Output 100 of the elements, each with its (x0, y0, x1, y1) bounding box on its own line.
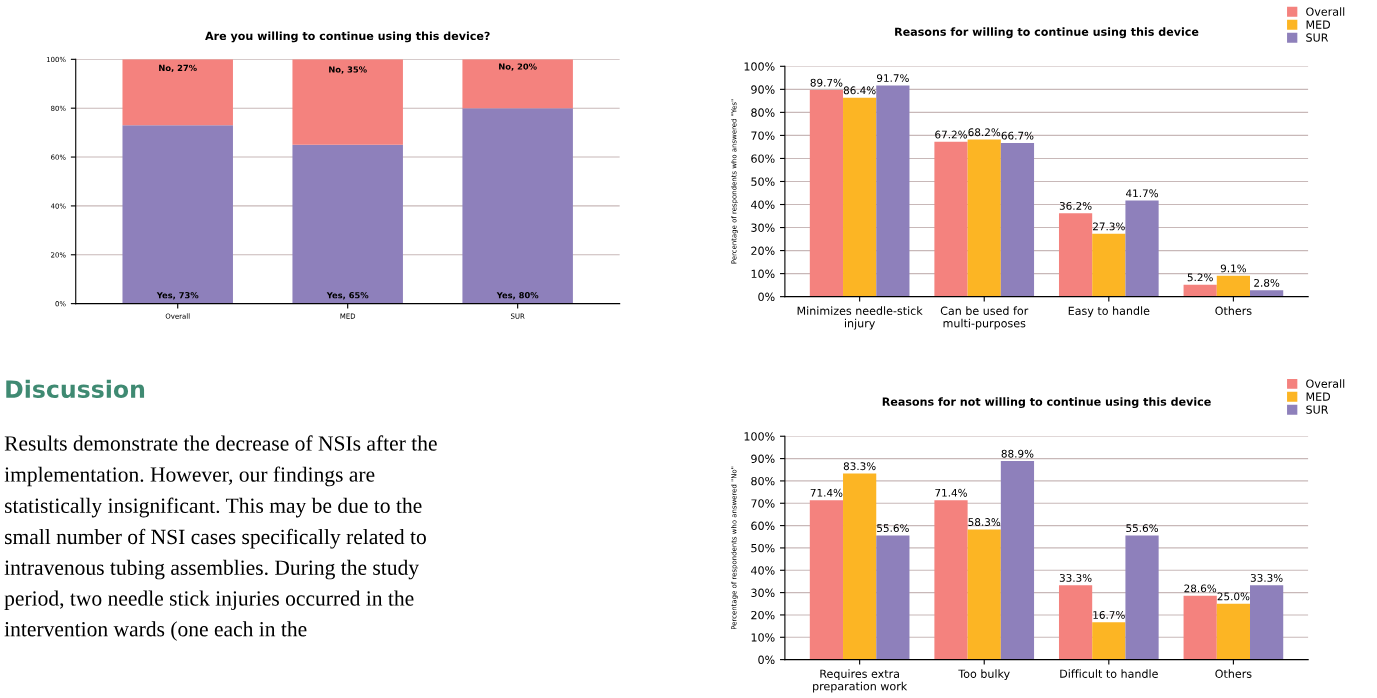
bar (292, 59, 403, 145)
bar (809, 500, 844, 660)
y-tick-label: 30% (751, 588, 775, 597)
bar (1183, 595, 1217, 660)
data-label: 71.4% (810, 488, 843, 497)
bar (1183, 284, 1217, 297)
data-label: 36.2% (1059, 201, 1092, 210)
chart-title: Reasons for willing to continue using this device (895, 27, 1199, 39)
x-tick-label: Can be used for multi-purposes (940, 306, 1029, 330)
bar (1058, 585, 1093, 660)
y-tick-label: 0% (758, 655, 775, 664)
x-tick-label: Others (1215, 306, 1252, 315)
data-label: 2.8% (1254, 278, 1280, 287)
chart-title: Reasons for not willing to continue using this device (882, 397, 1211, 409)
legend-label: Overall (1306, 379, 1345, 388)
bar (843, 97, 877, 297)
text: Results demonstrate the decrease of NSIs after the implementation. However, our findings are statistically insignificant. This may be due to the small number of NSI cases specifically related to intravenous tubing assemblies. During the study period, two needle stick injuries occurred in the intervention wards (one each in the (4, 435, 437, 641)
data-label: 91.7% (876, 74, 909, 83)
y-tick-label: 40% (751, 566, 775, 575)
y-tick-label: 90% (751, 85, 775, 94)
x-tick-label: Easy to handle (1068, 306, 1150, 318)
bar (809, 90, 844, 297)
bar (1092, 233, 1126, 297)
data-label: 89.7% (810, 78, 843, 87)
data-label: 86.4% (843, 86, 876, 95)
bar (1092, 622, 1126, 660)
data-label: 88.9% (1001, 449, 1034, 458)
y-tick-label: 100% (744, 432, 775, 441)
legend-label: Overall (1306, 7, 1345, 16)
data-label: 27.3% (1093, 222, 1125, 231)
bar (967, 529, 1001, 660)
y-tick-label: 100% (744, 62, 775, 71)
chart-title: Are you willing to continue using this device? (205, 31, 490, 43)
bar (1125, 200, 1159, 297)
y-tick-label: 60% (751, 154, 775, 163)
x-tick-label: Requires extra preparation work (813, 669, 908, 693)
data-label: 33.3% (1059, 573, 1092, 582)
data-label: 28.6% (1184, 584, 1217, 593)
y-tick-label: 70% (751, 499, 775, 508)
data-label: 9.1% (1220, 264, 1247, 273)
legend-label: SUR (1306, 33, 1329, 42)
text: Discussion (6, 379, 145, 399)
data-label: 33.3% (1250, 573, 1283, 582)
data-label: 25.0% (1217, 592, 1250, 601)
data-label: 83.3% (843, 462, 876, 471)
bar (462, 59, 573, 109)
data-label: 16.7% (1093, 611, 1125, 619)
legend-label: SUR (1306, 405, 1329, 414)
data-label: Yes, 80% (496, 292, 539, 300)
y-tick-label: 80% (751, 476, 775, 486)
bar (934, 141, 968, 297)
bar (1125, 535, 1159, 660)
y-tick-label: 50% (751, 177, 775, 186)
data-label: 71.4% (935, 488, 967, 497)
data-label: No, 35% (329, 66, 367, 74)
bar (876, 85, 910, 297)
x-tick-label: Others (1215, 669, 1252, 678)
bar (462, 108, 573, 304)
bar (876, 535, 910, 660)
bar (843, 473, 877, 660)
data-label: 68.2% (968, 128, 1001, 137)
data-label: 67.2% (935, 130, 967, 139)
bar (1000, 461, 1035, 660)
data-label: No, 20% (499, 63, 537, 71)
y-tick-label: 80% (751, 108, 775, 117)
data-label: 41.7% (1126, 189, 1159, 198)
bar (1250, 585, 1284, 660)
bar (122, 59, 233, 126)
y-tick-label: 90% (751, 454, 775, 463)
y-tick-label: 70% (751, 131, 775, 140)
y-tick-label: 20% (751, 610, 775, 620)
bar (292, 144, 403, 304)
data-label: 58.3% (968, 518, 1001, 526)
bar (1216, 275, 1251, 297)
bar (122, 125, 233, 304)
y-tick-label: 60% (751, 521, 775, 530)
data-label: 5.2% (1187, 273, 1213, 282)
data-label: 55.6% (877, 524, 909, 533)
bar (1000, 143, 1035, 297)
bar (934, 500, 968, 660)
legend-label: MED (1306, 392, 1331, 401)
y-tick-label: 30% (751, 223, 775, 232)
bar (967, 139, 1001, 297)
x-tick-label: Difficult to handle (1060, 669, 1158, 678)
data-label: Yes, 73% (156, 292, 199, 300)
data-label: 55.6% (1126, 524, 1159, 533)
y-tick-label: 20% (751, 246, 775, 255)
y-tick-label: 40% (751, 200, 775, 209)
data-label: No, 27% (159, 64, 197, 73)
x-tick-label: Too bulky (958, 669, 1010, 681)
legend-label: MED (1306, 20, 1331, 29)
bar (1250, 290, 1284, 297)
bar (1058, 213, 1093, 297)
y-tick-label: 0% (758, 292, 775, 302)
y-tick-label: 10% (751, 269, 775, 278)
data-label: 66.7% (1001, 131, 1034, 140)
y-tick-label: 50% (751, 543, 775, 553)
y-tick-label: 10% (751, 633, 775, 642)
x-tick-label: Minimizes needle-stick injury (797, 306, 923, 330)
bar (1216, 603, 1251, 660)
